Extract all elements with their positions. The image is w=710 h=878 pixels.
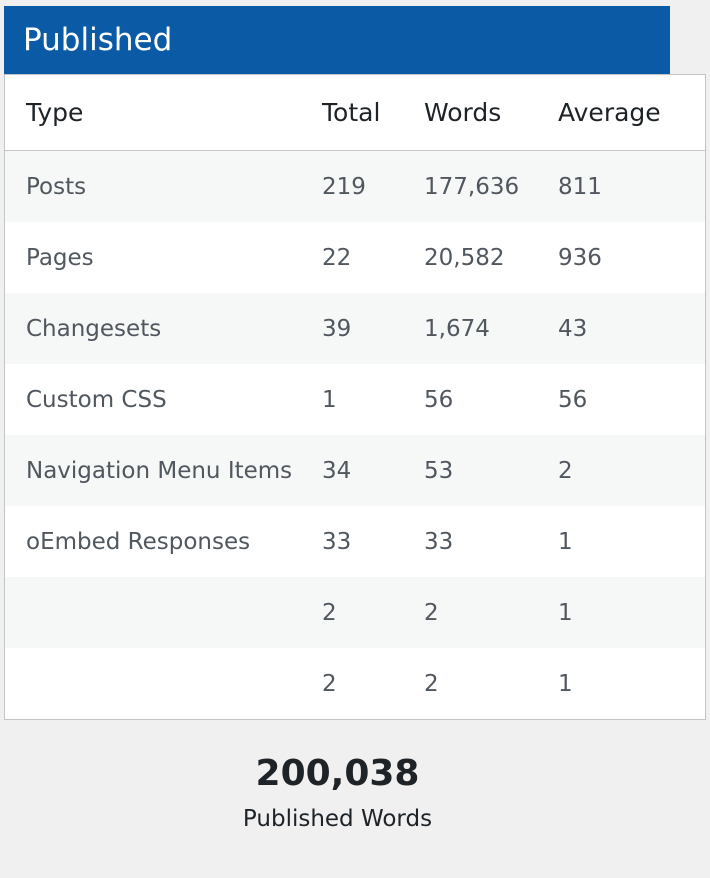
panel-title: Published: [23, 22, 173, 58]
published-words-summary: 200,038 Published Words: [0, 748, 675, 832]
cell-total: 219: [322, 173, 366, 200]
cell-words: 1,674: [424, 315, 490, 342]
cell-type: Changesets: [26, 315, 162, 342]
cell-average: 56: [558, 386, 588, 413]
cell-average: 43: [558, 315, 588, 342]
cell-words: 2: [424, 670, 439, 697]
table-header-row: Type Total Words Average: [5, 75, 705, 151]
cell-average: 2: [558, 457, 573, 484]
cell-type: Pages: [26, 244, 94, 271]
table-row: Pages 22 20,582 936: [5, 222, 705, 293]
table-row: 2 2 1: [5, 577, 705, 648]
table-row: Changesets 39 1,674 43: [5, 293, 705, 364]
cell-average: 811: [558, 173, 602, 200]
cell-total: 22: [322, 244, 352, 271]
column-header-words: Words: [424, 75, 558, 151]
column-header-total: Total: [322, 75, 424, 151]
cell-total: 2: [322, 670, 337, 697]
published-stats-table: Type Total Words Average Posts 219 177,6…: [5, 75, 705, 719]
cell-type: oEmbed Responses: [26, 528, 251, 555]
cell-type: [5, 648, 322, 719]
table-row: Navigation Menu Items 34 53 2: [5, 435, 705, 506]
cell-type: [5, 577, 322, 648]
table-row: Custom CSS 1 56 56: [5, 364, 705, 435]
published-words-label: Published Words: [242, 806, 433, 832]
cell-average: 936: [558, 244, 602, 271]
cell-words: 2: [424, 599, 439, 626]
cell-total: 1: [322, 386, 337, 413]
panel-header: Published: [4, 6, 670, 74]
cell-type: Custom CSS: [26, 386, 167, 413]
cell-words: 20,582: [424, 244, 505, 271]
cell-total: 39: [322, 315, 352, 342]
cell-words: 33: [424, 528, 454, 555]
column-header-type: Type: [5, 75, 322, 151]
cell-average: 1: [558, 670, 573, 697]
cell-type: Navigation Menu Items: [26, 457, 293, 484]
cell-words: 177,636: [424, 173, 520, 200]
cell-total: 34: [322, 457, 352, 484]
column-header-average: Average: [558, 75, 705, 151]
cell-words: 53: [424, 457, 454, 484]
cell-total: 33: [322, 528, 352, 555]
cell-type: Posts: [26, 173, 87, 200]
cell-average: 1: [558, 599, 573, 626]
published-words-count: 200,038: [255, 753, 420, 794]
table-row: oEmbed Responses 33 33 1: [5, 506, 705, 577]
cell-words: 56: [424, 386, 454, 413]
table-row: 2 2 1: [5, 648, 705, 719]
table-row: Posts 219 177,636 811: [5, 150, 705, 222]
cell-total: 2: [322, 599, 337, 626]
published-table-container: Type Total Words Average Posts 219 177,6…: [4, 74, 706, 720]
cell-average: 1: [558, 528, 573, 555]
